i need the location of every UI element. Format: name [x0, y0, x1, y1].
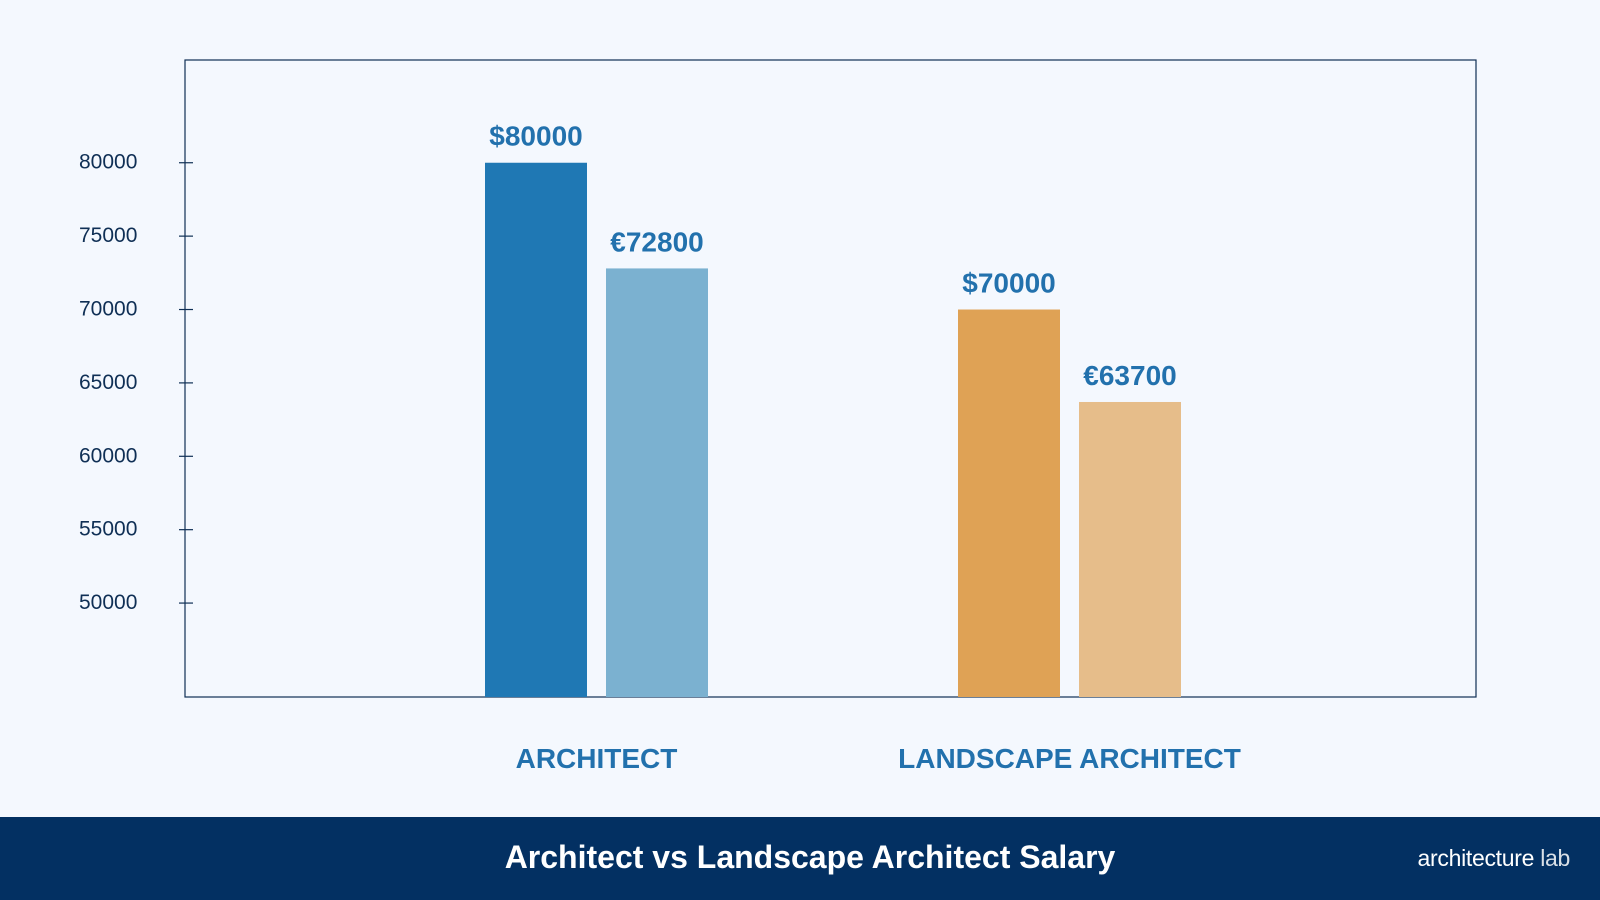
y-tick-label: 70000 [79, 298, 137, 321]
logo-text: architecture [1417, 845, 1535, 871]
category-label: ARCHITECT [516, 743, 678, 774]
architecture-lab-logo[interactable]: architecture lab [1417, 845, 1571, 872]
data-label: €72800 [610, 226, 703, 257]
logo-text-light: lab [1540, 845, 1570, 871]
data-label: €63700 [1083, 360, 1176, 391]
bar-chart: 50000 55000 60000 65000 70000 75000 80000 $8000… [79, 59, 1477, 774]
data-label: $70000 [962, 268, 1055, 299]
bar [606, 268, 708, 697]
y-tick-label: 50000 [79, 591, 137, 614]
y-tick-label: 60000 [79, 444, 137, 467]
y-tick-label: 65000 [79, 371, 137, 394]
data-label: $80000 [489, 121, 582, 152]
footer-banner: Architect vs Landscape Architect Salary … [0, 817, 1600, 900]
bar [485, 162, 587, 697]
y-tick-label: 75000 [79, 224, 137, 247]
plot-frame [184, 59, 1477, 698]
bar [958, 309, 1060, 697]
category-label: LANDSCAPE ARCHITECT [898, 743, 1241, 774]
chart-title: Architect vs Landscape Architect Salary [504, 839, 1116, 875]
y-tick-label: 80000 [79, 151, 137, 174]
y-tick-label: 55000 [79, 518, 137, 541]
bar [1079, 401, 1181, 697]
